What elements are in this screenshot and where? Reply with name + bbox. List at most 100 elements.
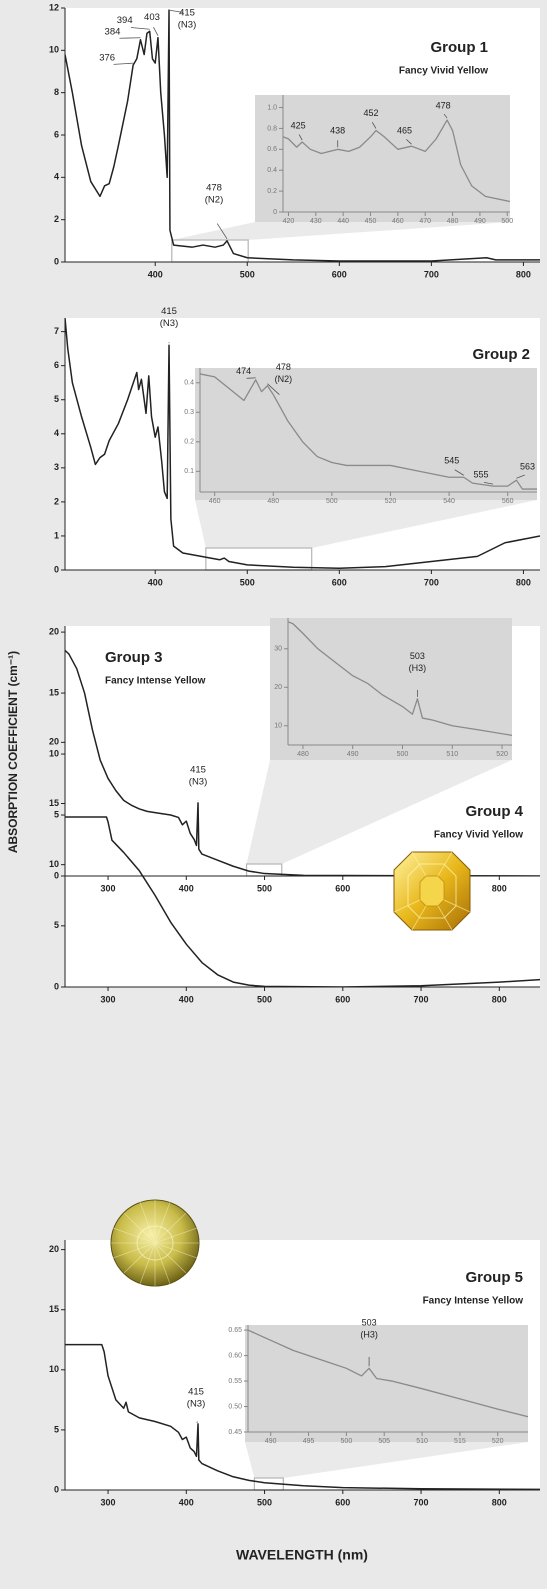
annotation-leader <box>516 474 525 479</box>
x-tick-label: 500 <box>257 994 272 1004</box>
x-tick-label: 600 <box>335 994 350 1004</box>
y-axis-label: ABSORPTION COEFFICIENT (cm⁻¹) <box>6 651 20 853</box>
x-tick-label: 500 <box>257 883 272 893</box>
annotation-label: 403 <box>144 12 160 23</box>
y-tick-label: 0 <box>54 256 59 266</box>
y-tick-label: 0 <box>54 870 59 880</box>
x-tick-label: 480 <box>267 498 279 505</box>
y-tick-label: 0.2 <box>267 188 277 195</box>
gem-emerald-cut <box>393 851 471 931</box>
annotation-label: 478 <box>206 182 222 193</box>
x-tick-label: 480 <box>447 218 459 225</box>
y-tick-label: 10 <box>274 723 282 730</box>
x-tick-label: 400 <box>148 269 163 279</box>
x-tick-label: 500 <box>326 498 338 505</box>
y-tick-label: 4 <box>54 428 59 438</box>
x-tick-label: 700 <box>414 1497 429 1507</box>
annotation-leader <box>113 62 134 65</box>
gem-facet-lines <box>393 851 471 931</box>
group-subtitle: Fancy Vivid Yellow <box>434 830 523 841</box>
inset-chart: 0 0.2 0.4 0.6 0.8 1.0 420 430 440 450 460 470 480 490… <box>255 95 513 225</box>
x-axis-label: WAVELENGTH (nm) <box>236 1547 368 1563</box>
y-tick-label: 15 <box>49 798 59 808</box>
annotation-label: 415 <box>188 1386 204 1397</box>
group-title: Group 4 <box>465 803 523 820</box>
y-tick-label: 0.4 <box>184 380 194 387</box>
y-tick-label: 8 <box>54 87 59 97</box>
zoom-wedge <box>195 500 537 548</box>
annotation-label: 415 <box>190 764 206 775</box>
y-tick-label: 15 <box>49 687 59 697</box>
x-tick-label: 800 <box>492 1497 507 1507</box>
annotation-label: 563 <box>520 462 535 472</box>
x-tick-label: 400 <box>148 577 163 587</box>
y-tick-label: 1 <box>54 530 59 540</box>
x-tick-label: 600 <box>332 269 347 279</box>
inset-chart: 0.1 0.2 0.3 0.4 460 480 500 520 540 560 474 478 (N2)… <box>184 362 537 505</box>
y-tick-label: 5 <box>54 809 59 819</box>
annotation-label: (H3) <box>409 663 427 673</box>
y-tick-label: 5 <box>54 394 59 404</box>
x-tick-label: 520 <box>496 751 508 758</box>
inset-chart: 10 20 30 480 490 500 510 520 503 (H3) <box>270 618 512 760</box>
group-title: Group 3 <box>105 649 163 666</box>
group-title: Group 5 <box>465 1269 523 1286</box>
annotation-label: 376 <box>99 53 115 64</box>
annotation-leader <box>119 37 141 39</box>
y-tick-label: 0.45 <box>228 1429 242 1436</box>
annotation-label: 545 <box>444 456 459 466</box>
y-tick-label: 0.60 <box>228 1352 242 1359</box>
annotation-label: (H3) <box>360 1330 378 1340</box>
y-tick-label: 5 <box>54 1424 59 1434</box>
spectrum-line <box>200 373 537 490</box>
y-tick-label: 1.0 <box>267 104 277 111</box>
annotation-label: (N3) <box>178 20 196 31</box>
group-subtitle: Fancy Vivid Yellow <box>399 66 488 77</box>
annotation-label: 394 <box>117 15 133 26</box>
x-tick-label: 515 <box>454 1438 466 1445</box>
y-tick-label: 20 <box>49 737 59 747</box>
x-tick-label: 450 <box>365 218 377 225</box>
annotation-label: 415 <box>179 8 195 19</box>
spectrum-line <box>65 816 540 987</box>
x-tick-label: 800 <box>492 994 507 1004</box>
x-tick-label: 510 <box>446 751 458 758</box>
annotation-leader <box>130 27 150 30</box>
x-tick-label: 300 <box>101 994 116 1004</box>
zoom-wedge <box>171 222 510 240</box>
x-tick-label: 700 <box>424 269 439 279</box>
group-title: Group 2 <box>472 346 530 363</box>
annotation-label: (N2) <box>205 194 223 205</box>
x-tick-label: 560 <box>502 498 514 505</box>
annotation-leader <box>153 26 159 36</box>
y-tick-label: 0 <box>273 209 277 216</box>
group-subtitle: Fancy Intense Yellow <box>105 676 206 687</box>
zoom-wedge <box>246 760 513 864</box>
y-tick-label: 0.1 <box>184 468 194 475</box>
y-tick-label: 0.55 <box>228 1378 242 1385</box>
group-title: Group 1 <box>430 39 488 56</box>
annotation-label: 384 <box>105 26 121 37</box>
x-tick-label: 430 <box>310 218 322 225</box>
annotation-leader <box>168 9 183 13</box>
annotation-label: 465 <box>397 126 412 136</box>
x-tick-label: 510 <box>416 1438 428 1445</box>
spectrum-line <box>288 621 512 737</box>
annotation-label: 474 <box>236 366 251 376</box>
x-tick-label: 490 <box>474 218 486 225</box>
annotation-label: (N3) <box>189 776 207 787</box>
y-tick-label: 4 <box>54 172 59 182</box>
x-tick-label: 490 <box>265 1438 277 1445</box>
x-tick-label: 600 <box>335 1497 350 1507</box>
y-tick-label: 3 <box>54 462 59 472</box>
annotation-leader <box>454 469 464 476</box>
spectrum-line <box>65 9 540 262</box>
spectrum-line <box>65 649 540 876</box>
annotation-label: 503 <box>410 651 425 661</box>
annotation-label: 478 <box>436 100 451 110</box>
x-tick-label: 460 <box>209 498 221 505</box>
y-tick-label: 6 <box>54 360 59 370</box>
